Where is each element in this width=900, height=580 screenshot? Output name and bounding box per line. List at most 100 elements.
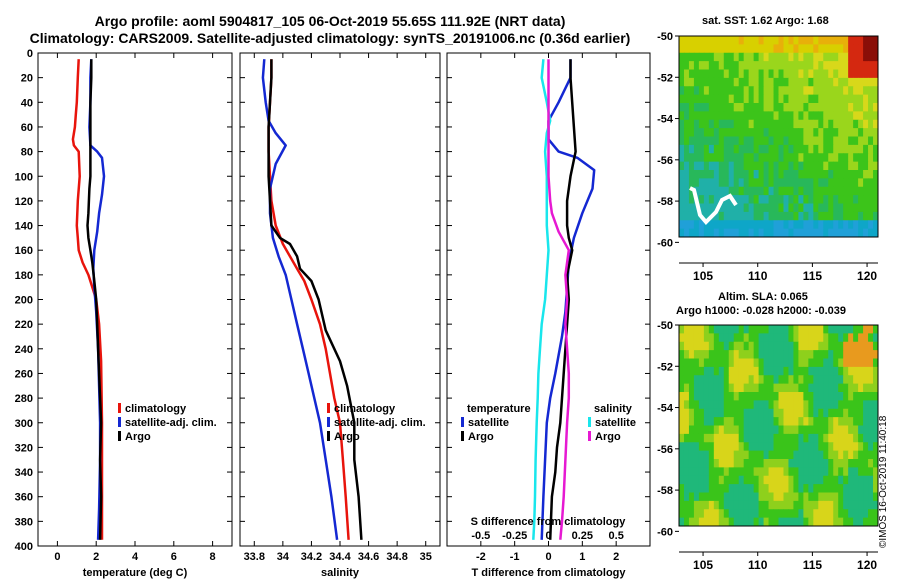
sla-map-subtitle: Argo h1000: -0.028 h2000: -0.039 xyxy=(676,305,846,317)
salinity-series-satellite-adj-clim- xyxy=(261,59,339,540)
difference-x-axis-label: T difference from climatology xyxy=(471,567,626,579)
depth-tick-label: 100 xyxy=(15,171,33,183)
sla-map-x-tick-label: 110 xyxy=(748,558,768,572)
difference-legend-swatch xyxy=(461,431,464,441)
difference-legend-header: salinity xyxy=(594,403,633,415)
difference-x-tick-label: 1 xyxy=(579,551,585,563)
sst-map-y-tick-label: -56 xyxy=(657,155,673,167)
sst-map-x-tick-label: 105 xyxy=(693,269,713,283)
difference-legend-label: Argo xyxy=(595,431,621,443)
sla-map-title: Altim. SLA: 0.065 xyxy=(718,291,808,303)
sst-map-y-tick-label: -52 xyxy=(657,72,673,84)
temperature-legend-label: climatology xyxy=(125,403,187,415)
sst-map-y-tick-label: -58 xyxy=(657,196,673,208)
depth-tick-label: 120 xyxy=(15,196,33,208)
difference-legend-label: Argo xyxy=(468,431,494,443)
depth-tick-label: 240 xyxy=(15,344,33,356)
salinity-x-tick-label: 34.6 xyxy=(358,551,379,563)
difference-top-tick-label: 0 xyxy=(545,530,551,542)
depth-tick-label: 20 xyxy=(21,73,33,85)
salinity-legend-swatch xyxy=(327,403,330,413)
temperature-x-tick-label: 8 xyxy=(210,551,216,563)
depth-tick-label: 60 xyxy=(21,122,33,134)
temperature-x-tick-label: 4 xyxy=(132,551,139,563)
sst-map-y-tick-label: -60 xyxy=(657,237,673,249)
salinity-x-tick-label: 33.8 xyxy=(244,551,265,563)
difference-x-tick-label: -1 xyxy=(510,551,520,563)
salinity-x-tick-label: 34 xyxy=(277,551,290,563)
depth-tick-label: 400 xyxy=(15,541,33,553)
title-line-1: Argo profile: aoml 5904817_105 06-Oct-20… xyxy=(94,13,566,29)
depth-tick-label: 320 xyxy=(15,442,33,454)
temperature-plot-frame xyxy=(37,52,233,547)
sla-map-y-tick-label: -50 xyxy=(657,320,673,332)
salinity-legend-swatch xyxy=(327,417,330,427)
sst-map-heatmap xyxy=(679,36,879,238)
sla-map-x-tick-label: 115 xyxy=(803,558,823,572)
sla-map-frame xyxy=(678,324,879,527)
temperature-series-climatology xyxy=(71,59,104,540)
depth-tick-label: 380 xyxy=(15,516,33,528)
salinity-x-tick-label: 35 xyxy=(420,551,432,563)
sst-land-speckle xyxy=(689,186,738,225)
salinity-legend-label: climatology xyxy=(334,403,396,415)
depth-tick-label: 40 xyxy=(21,97,33,109)
temperature-legend-swatch xyxy=(118,417,121,427)
salinity-legend-swatch xyxy=(327,431,330,441)
sst-map-frame xyxy=(678,35,879,238)
sla-map-y-tick-label: -54 xyxy=(657,403,674,415)
salinity-plot-frame xyxy=(239,52,441,547)
salinity-legend-label: satellite-adj. clim. xyxy=(334,417,426,429)
sla-map-heatmap xyxy=(679,325,879,527)
depth-tick-label: 180 xyxy=(15,270,33,282)
sla-map-x-tick-label: 120 xyxy=(857,558,877,572)
temperature-x-tick-label: 2 xyxy=(93,551,99,563)
sst-map-title: sat. SST: 1.62 Argo: 1.68 xyxy=(702,15,829,27)
sla-map-y-tick-label: -56 xyxy=(657,444,673,456)
difference-top-tick-label: -0.5 xyxy=(471,530,490,542)
difference-series-temperature-argo xyxy=(548,59,577,540)
sla-map-x-tick-label: 105 xyxy=(693,558,713,572)
salinity-x-axis-label: salinity xyxy=(321,567,360,579)
difference-top-tick-label: 0.5 xyxy=(609,530,624,542)
depth-tick-label: 200 xyxy=(15,295,33,307)
difference-top-tick-label: -0.25 xyxy=(502,530,527,542)
difference-series-salinity-argo xyxy=(547,59,571,540)
difference-legend-label: satellite xyxy=(595,417,636,429)
salinity-x-tick-label: 34.4 xyxy=(329,551,351,563)
depth-tick-label: 80 xyxy=(21,147,33,159)
difference-x-tick-label: -2 xyxy=(476,551,486,563)
temperature-x-tick-label: 6 xyxy=(171,551,177,563)
temperature-legend-swatch xyxy=(118,431,121,441)
difference-x-tick-label: 0 xyxy=(545,551,551,563)
sst-map-y-tick-label: -54 xyxy=(657,114,674,126)
depth-tick-label: 280 xyxy=(15,393,33,405)
difference-x-tick-label: 2 xyxy=(613,551,619,563)
depth-tick-label: 220 xyxy=(15,319,33,331)
temperature-legend-label: Argo xyxy=(125,431,151,443)
difference-legend-swatch xyxy=(461,417,464,427)
difference-top-tick-label: 0.25 xyxy=(572,530,593,542)
sst-map-x-tick-label: 110 xyxy=(748,269,768,283)
sst-map-x-tick-label: 115 xyxy=(803,269,823,283)
salinity-x-tick-label: 34.8 xyxy=(386,551,407,563)
depth-tick-label: 300 xyxy=(15,418,33,430)
depth-tick-label: 360 xyxy=(15,492,33,504)
temperature-series-argo xyxy=(86,59,103,540)
sst-map-x-tick-label: 120 xyxy=(857,269,877,283)
salinity-legend-label: Argo xyxy=(334,431,360,443)
sla-map-y-tick-label: -58 xyxy=(657,485,673,497)
temperature-x-axis-label: temperature (deg C) xyxy=(83,567,188,579)
salinity-series-argo xyxy=(267,59,363,540)
depth-tick-label: 0 xyxy=(27,48,33,60)
sla-map-y-tick-label: -52 xyxy=(657,361,673,373)
sst-map-y-tick-label: -50 xyxy=(657,31,673,43)
salinity-x-tick-label: 34.2 xyxy=(301,551,322,563)
temperature-legend-label: satellite-adj. clim. xyxy=(125,417,217,429)
difference-top-axis-label: S difference from climatology xyxy=(471,516,627,528)
temperature-x-tick-label: 0 xyxy=(54,551,60,563)
difference-legend-header: temperature xyxy=(467,403,531,415)
depth-tick-label: 260 xyxy=(15,368,33,380)
difference-legend-swatch xyxy=(588,417,591,427)
title-line-2: Climatology: CARS2009. Satellite-adjuste… xyxy=(29,30,631,46)
